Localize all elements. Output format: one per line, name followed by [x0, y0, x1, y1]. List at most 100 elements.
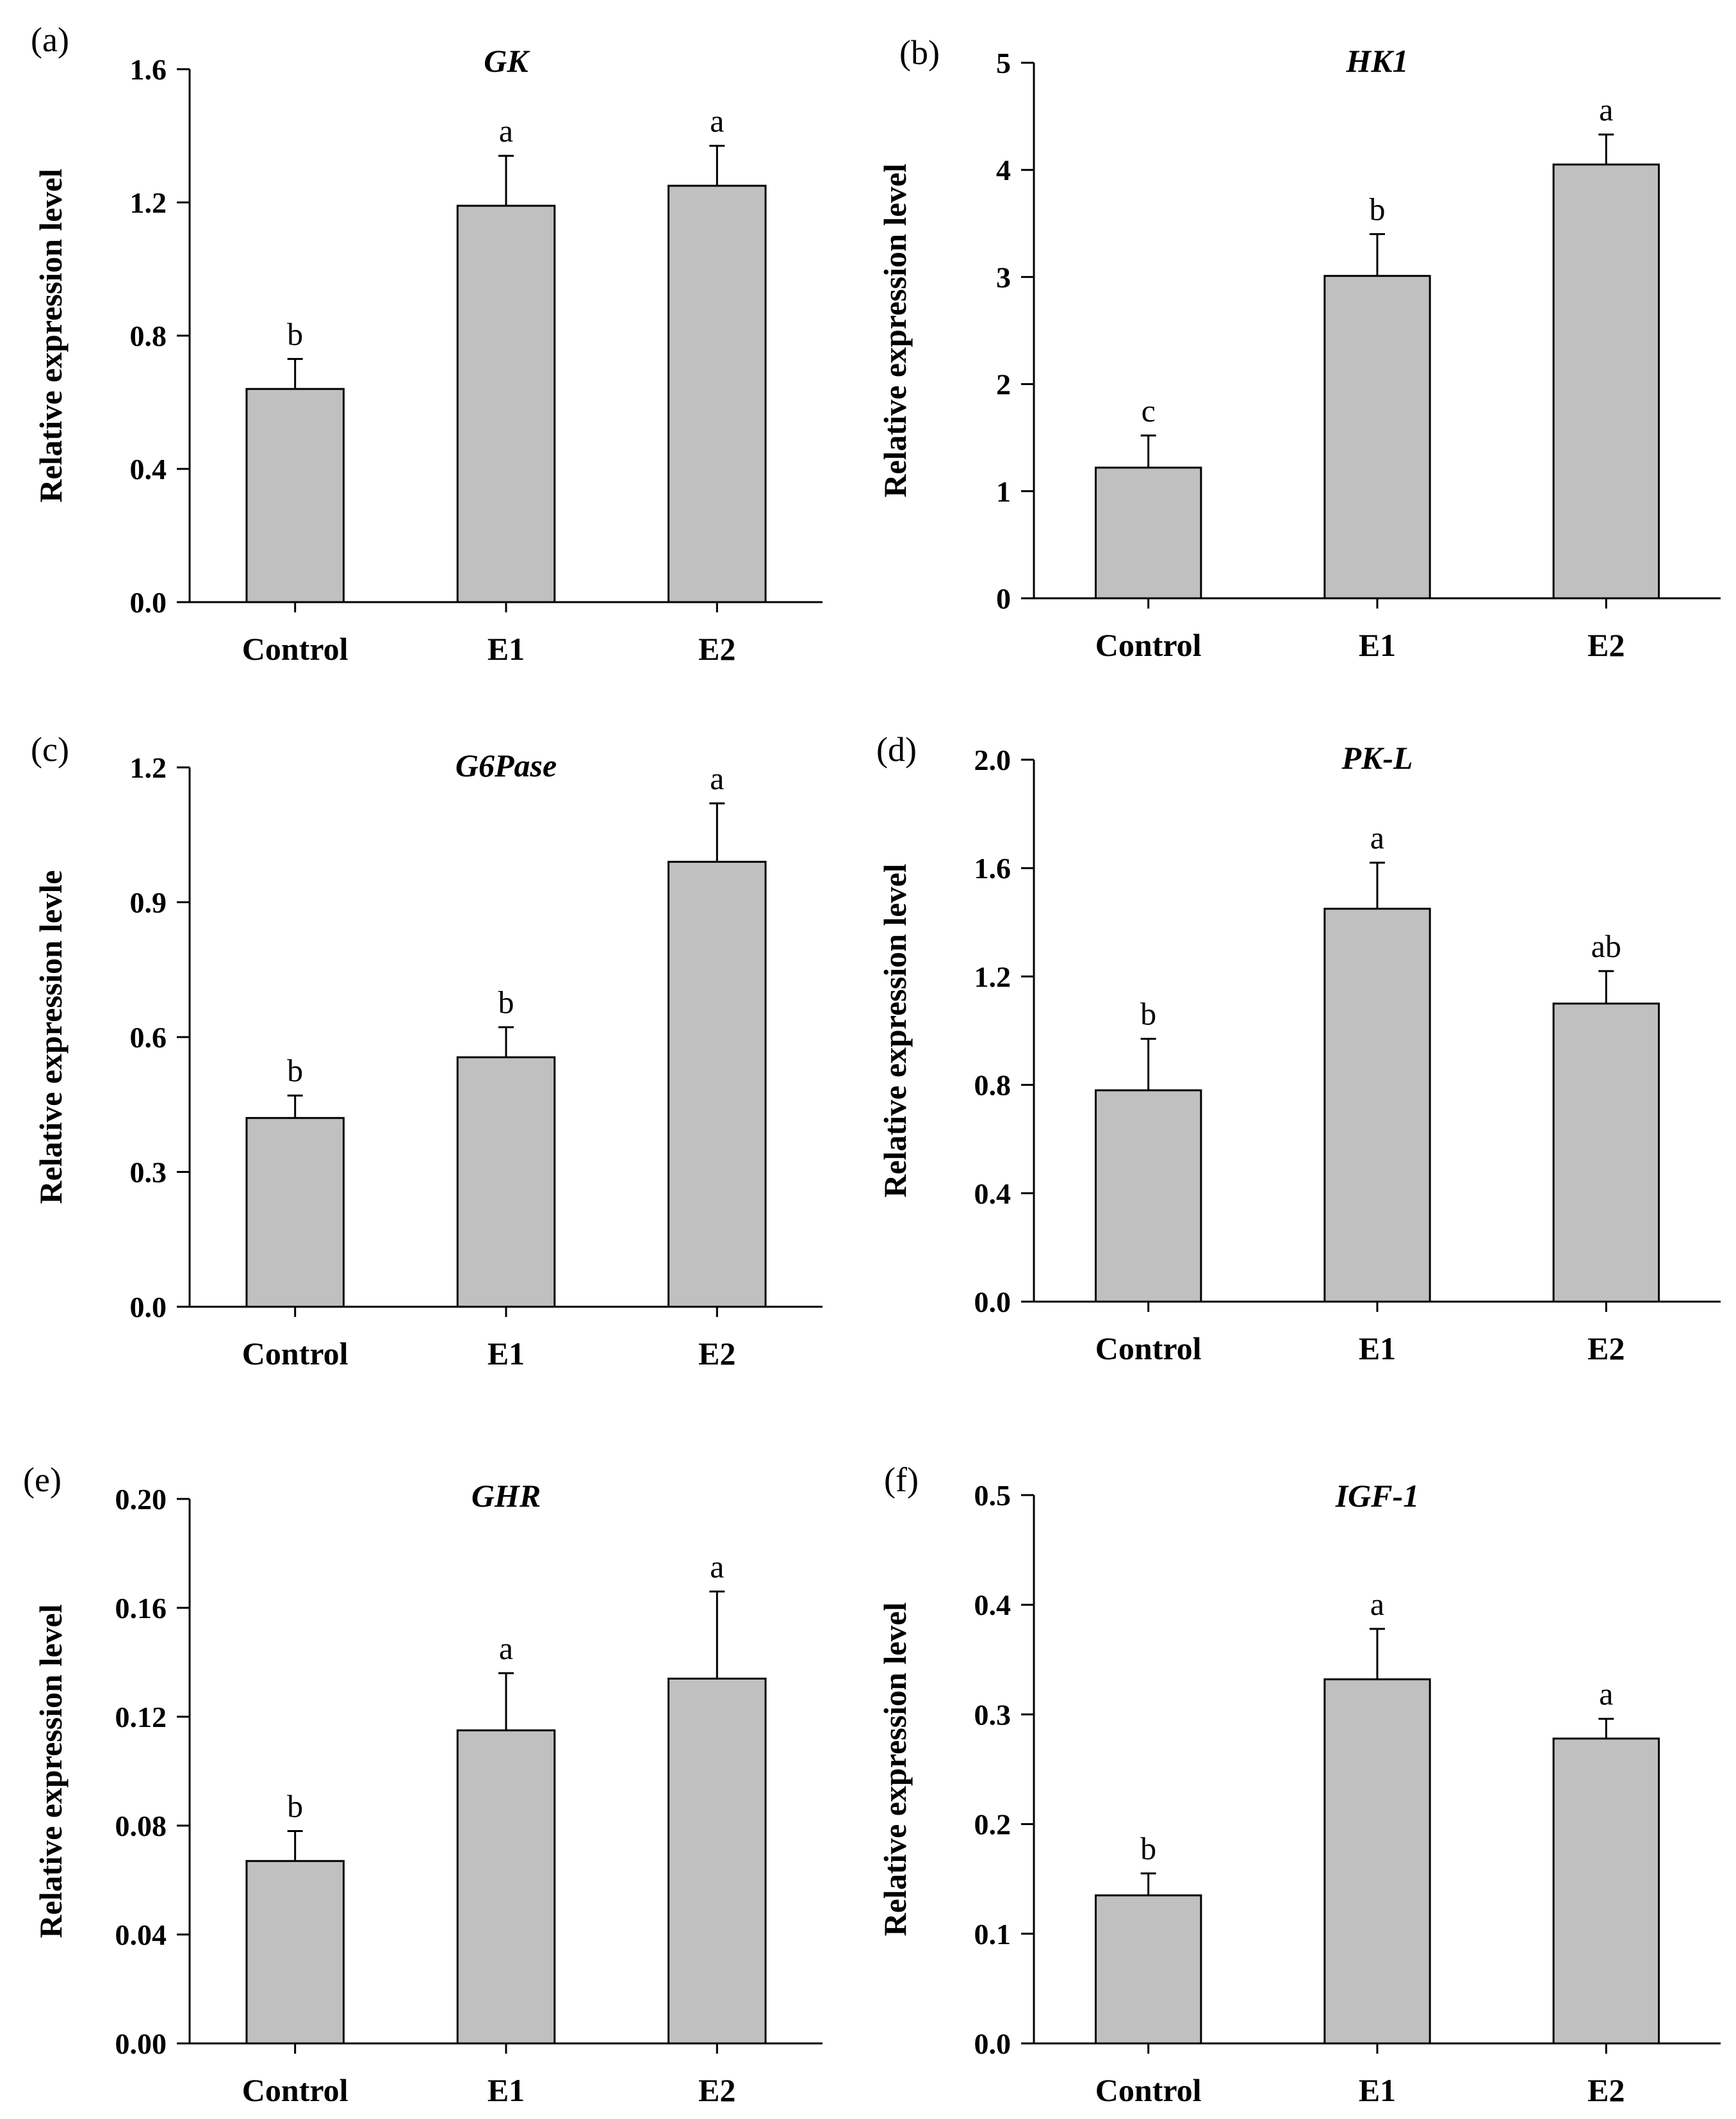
y-tick-label: 2.0 — [974, 744, 1011, 776]
x-tick-label: Control — [242, 1336, 348, 1371]
chart-panel: (d) PK-L Relative expression level b Control… — [876, 730, 1721, 1366]
y-tick-label: 0.3 — [130, 1156, 167, 1189]
bar — [1094, 1894, 1202, 2045]
y-tick-label: 0.00 — [115, 2027, 167, 2060]
chart-panel: (f) IGF-1 Relative expression level b Contro… — [877, 1460, 1721, 2108]
bar — [1094, 466, 1202, 600]
x-tick-label: E2 — [698, 2072, 735, 2108]
y-tick-label: 0.2 — [974, 1808, 1011, 1841]
significance-letter: ab — [1591, 928, 1621, 964]
y-tick-label: 0.8 — [974, 1069, 1011, 1102]
y-tick-label: 0.16 — [115, 1592, 167, 1624]
x-tick-label: E1 — [487, 2072, 525, 2108]
y-tick-label: 0.3 — [974, 1698, 1011, 1731]
x-tick-label: Control — [1095, 1330, 1202, 1366]
y-tick-label: 0.4 — [974, 1589, 1011, 1621]
y-tick-label: 0.0 — [130, 1291, 167, 1323]
bar — [1323, 908, 1431, 1303]
y-tick-label: 0.8 — [130, 320, 167, 352]
significance-letter: b — [287, 1052, 303, 1088]
y-tick-label: 0.9 — [130, 887, 167, 919]
x-tick-label: E2 — [1587, 627, 1625, 663]
x-tick-label: Control — [1095, 2072, 1202, 2108]
y-tick-label: 0.20 — [115, 1483, 167, 1516]
significance-letter: b — [498, 985, 514, 1020]
bar — [1552, 1737, 1660, 2045]
x-tick-label: Control — [242, 631, 348, 667]
panel-label: (a) — [31, 20, 69, 59]
y-axis-label: Relative expression levle — [33, 870, 69, 1204]
x-tick-label: E1 — [487, 631, 525, 667]
y-tick-label: 0.0 — [974, 1286, 1011, 1318]
chart-panel: (c) G6Pase Relative expression levle b Contr… — [31, 730, 823, 1371]
panel-label: (d) — [876, 730, 917, 769]
x-tick-label: Control — [1095, 627, 1202, 663]
bar — [456, 1056, 556, 1308]
y-tick-label: 1.6 — [974, 852, 1011, 885]
y-tick-label: 1.2 — [974, 960, 1011, 993]
y-tick-label: 0 — [996, 582, 1011, 615]
panel-label: (f) — [884, 1460, 919, 1499]
significance-letter: b — [287, 1788, 303, 1824]
panel-label: (c) — [31, 730, 69, 769]
x-tick-label: E1 — [487, 1336, 525, 1371]
chart-title: IGF-1 — [1335, 1478, 1420, 1514]
y-tick-label: 0.1 — [974, 1918, 1011, 1951]
chart-title: GHR — [471, 1478, 541, 1514]
bar — [245, 1860, 345, 2045]
bar — [1094, 1089, 1202, 1303]
chart-title: G6Pase — [455, 748, 557, 783]
x-tick-label: E1 — [1359, 627, 1396, 663]
y-tick-label: 1.2 — [130, 751, 167, 784]
significance-letter: a — [710, 1549, 724, 1585]
x-tick-label: E1 — [1359, 1330, 1396, 1366]
y-tick-label: 4 — [996, 154, 1011, 186]
bar — [1323, 1678, 1431, 2045]
y-tick-label: 0.4 — [974, 1177, 1011, 1210]
significance-letter: a — [1370, 820, 1384, 856]
chart-title: PK-L — [1341, 740, 1413, 776]
significance-letter: a — [499, 1630, 513, 1666]
bar — [667, 1678, 767, 2045]
y-tick-label: 2 — [996, 368, 1011, 401]
significance-letter: b — [1370, 192, 1386, 227]
y-tick-label: 0.0 — [130, 586, 167, 619]
significance-letter: a — [1599, 92, 1613, 127]
panel-label: (e) — [23, 1460, 61, 1499]
panel-label: (b) — [899, 33, 940, 72]
y-tick-label: 0.0 — [974, 2027, 1011, 2060]
significance-letter: b — [287, 316, 303, 352]
chart-panel: (a) GK Relative expression level b Control a E… — [31, 20, 823, 667]
y-tick-label: 1 — [996, 475, 1011, 508]
y-axis-label: Relative expression level — [33, 1604, 69, 1938]
y-axis-label: Relative expression level — [877, 163, 913, 497]
x-tick-label: Control — [242, 2072, 348, 2108]
y-tick-label: 1.2 — [130, 186, 167, 219]
bar — [1552, 1002, 1660, 1303]
y-tick-label: 0.04 — [115, 1919, 167, 1951]
y-tick-label: 0.6 — [130, 1021, 167, 1054]
y-tick-label: 0.5 — [974, 1479, 1011, 1512]
chart-panel: (b) HK1 Relative expression level c Control b… — [877, 33, 1721, 663]
x-tick-label: E2 — [698, 1336, 735, 1371]
y-tick-label: 3 — [996, 261, 1011, 293]
chart-title: HK1 — [1345, 43, 1408, 79]
bar — [667, 184, 767, 603]
significance-letter: a — [1599, 1676, 1613, 1712]
bar — [245, 388, 345, 603]
x-tick-label: E2 — [1587, 2072, 1625, 2108]
bar — [245, 1117, 345, 1308]
y-axis-label: Relative expression level — [877, 863, 913, 1197]
y-tick-label: 5 — [996, 47, 1011, 79]
y-tick-label: 0.12 — [115, 1701, 167, 1733]
chart-panel: (e) GHR Relative expression level b Control a… — [23, 1460, 823, 2108]
significance-letter: a — [499, 113, 513, 149]
significance-letter: a — [710, 103, 724, 139]
y-axis-label: Relative expression level — [33, 168, 69, 502]
bar — [456, 1729, 556, 2045]
bar — [667, 860, 767, 1308]
y-tick-label: 1.6 — [130, 53, 167, 86]
bar — [1552, 163, 1660, 600]
bar — [456, 204, 556, 603]
